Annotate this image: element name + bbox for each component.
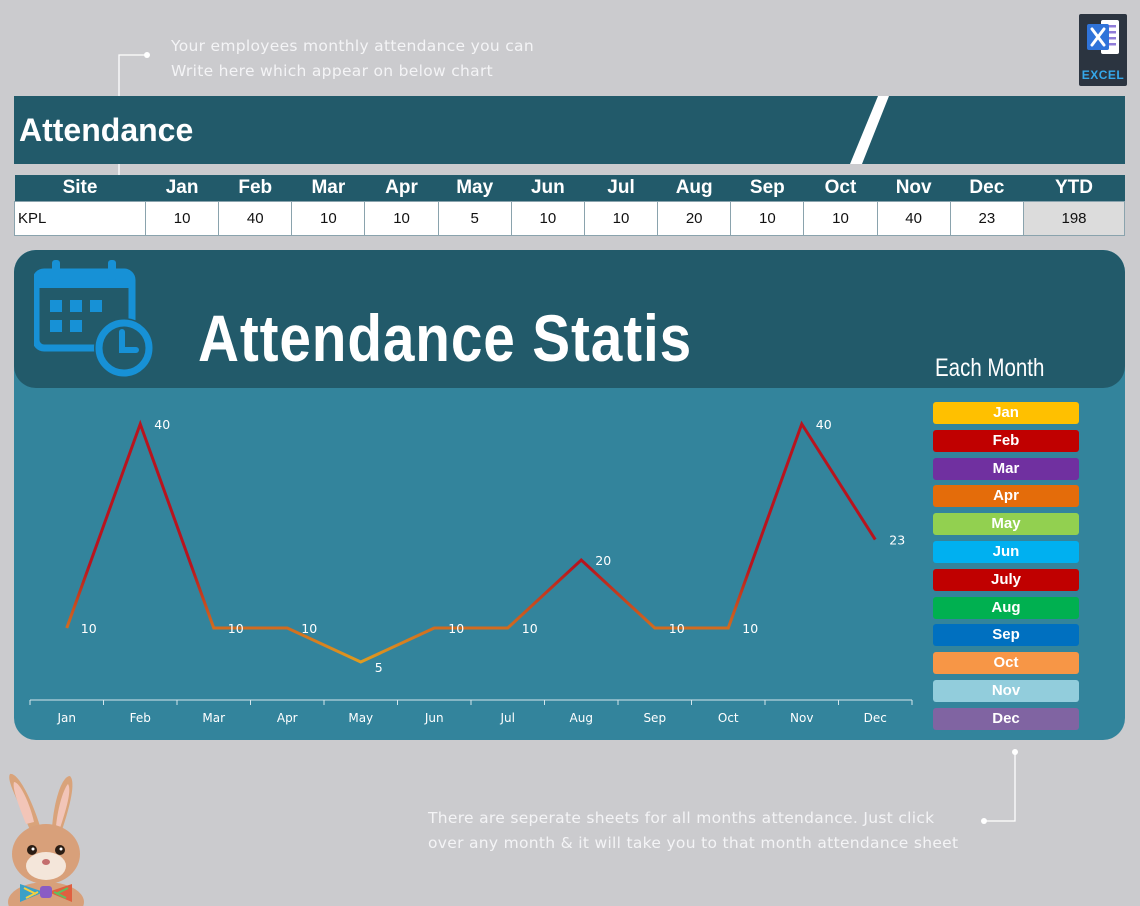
cell-dec[interactable]: 23 — [949, 200, 1025, 236]
attendance-table: Site Jan Feb Mar Apr May Jun Jul Aug Sep… — [14, 175, 1125, 236]
data-label-aug: 20 — [595, 553, 611, 568]
stats-title: Attendance Statis — [198, 301, 693, 375]
x-tick-label-dec: Dec — [864, 711, 887, 725]
col-header-apr: Apr — [364, 175, 439, 201]
bottom-callout-line1: There are seperate sheets for all months… — [428, 809, 935, 827]
x-tick-label-sep: Sep — [643, 711, 666, 725]
data-label-jul: 10 — [522, 621, 538, 636]
x-tick-label-jun: Jun — [424, 711, 444, 725]
month-button-jan[interactable]: Jan — [933, 402, 1079, 424]
col-header-jun: Jun — [511, 175, 585, 201]
table-header-row: Site Jan Feb Mar Apr May Jun Jul Aug Sep… — [14, 175, 1125, 201]
data-label-jun: 10 — [448, 621, 464, 636]
each-month-label: Each Month — [935, 354, 1045, 382]
col-header-nov: Nov — [877, 175, 951, 201]
col-header-dec: Dec — [950, 175, 1024, 201]
cell-jan[interactable]: 10 — [144, 200, 220, 236]
cell-ytd: 198 — [1023, 200, 1125, 236]
cell-mar[interactable]: 10 — [291, 200, 366, 236]
cell-aug[interactable]: 20 — [657, 200, 732, 236]
data-label-dec: 23 — [889, 533, 905, 548]
month-button-apr[interactable]: Apr — [933, 485, 1079, 508]
data-label-may: 5 — [375, 660, 383, 675]
month-button-sep[interactable]: Sep — [933, 624, 1079, 647]
cell-may[interactable]: 5 — [437, 200, 512, 236]
top-callout-line2: Write here which appear on below chart — [171, 62, 493, 80]
col-header-site: Site — [14, 175, 146, 201]
data-label-jan: 10 — [81, 621, 97, 636]
col-header-mar: Mar — [291, 175, 365, 201]
x-tick-label-mar: Mar — [202, 711, 225, 725]
col-header-aug: Aug — [657, 175, 731, 201]
col-header-jul: Jul — [584, 175, 658, 201]
data-label-nov: 40 — [816, 417, 832, 432]
month-button-nov[interactable]: Nov — [933, 679, 1079, 702]
bottom-callout: There are seperate sheets for all months… — [428, 806, 958, 856]
top-callout-line1: Your employees monthly attendance you ca… — [171, 37, 534, 55]
x-tick-label-oct: Oct — [718, 711, 739, 725]
month-button-may[interactable]: May — [933, 513, 1079, 536]
slash-decoration — [850, 96, 889, 164]
data-label-sep: 10 — [669, 621, 685, 636]
excel-label: EXCEL — [1081, 68, 1125, 82]
cell-sep[interactable]: 10 — [730, 200, 805, 236]
month-button-dec[interactable]: Dec — [933, 707, 1079, 730]
col-header-feb: Feb — [218, 175, 292, 201]
bunny-illustration — [8, 773, 84, 906]
data-label-feb: 40 — [154, 417, 170, 432]
col-header-oct: Oct — [803, 175, 878, 201]
month-button-aug[interactable]: Aug — [933, 596, 1079, 619]
table-row: KPL 10 40 10 10 5 10 10 20 10 10 40 23 1… — [14, 200, 1125, 236]
cell-feb[interactable]: 40 — [218, 200, 293, 236]
stats-banner: Attendance Statis — [14, 250, 1125, 388]
data-label-mar: 10 — [228, 621, 244, 636]
data-label-apr: 10 — [301, 621, 317, 636]
cell-jun[interactable]: 10 — [510, 200, 585, 236]
cell-oct[interactable]: 10 — [803, 200, 878, 236]
x-tick-label-may: May — [348, 711, 373, 725]
x-tick-label-jan: Jan — [57, 711, 77, 725]
site-cell[interactable]: KPL — [14, 200, 146, 236]
col-header-sep: Sep — [730, 175, 804, 201]
month-button-oct[interactable]: Oct — [933, 652, 1079, 675]
month-button-july[interactable]: July — [933, 568, 1079, 591]
cell-jul[interactable]: 10 — [583, 200, 659, 236]
x-tick-label-aug: Aug — [570, 711, 593, 725]
bottom-callout-leader — [981, 749, 1018, 824]
bottom-callout-line2: over any month & it will take you to tha… — [428, 834, 959, 852]
excel-icon — [1087, 20, 1119, 54]
attendance-line-chart: Jan Feb Mar Apr May Jun Jul Aug Sep Oct Nov Dec 10 4… — [29, 417, 913, 725]
attendance-series-line — [65, 419, 877, 664]
data-label-oct: 10 — [742, 621, 758, 636]
month-button-feb[interactable]: Feb — [933, 429, 1079, 452]
excel-badge: EXCEL — [1079, 14, 1127, 86]
top-callout: Your employees monthly attendance you ca… — [171, 34, 534, 84]
col-header-jan: Jan — [145, 175, 219, 201]
cell-apr[interactable]: 10 — [364, 200, 439, 236]
cell-nov[interactable]: 40 — [876, 200, 951, 236]
x-tick-label-apr: Apr — [277, 711, 298, 725]
calendar-clock-icon — [34, 260, 154, 378]
x-tick-label-feb: Feb — [130, 711, 151, 725]
col-header-may: May — [438, 175, 512, 201]
attendance-title: Attendance — [19, 112, 194, 148]
month-button-jun[interactable]: Jun — [933, 540, 1079, 563]
attendance-header: Attendance — [14, 96, 1125, 164]
col-header-ytd: YTD — [1023, 175, 1125, 201]
month-button-mar[interactable]: Mar — [933, 457, 1079, 480]
x-tick-label-nov: Nov — [790, 711, 813, 725]
month-buttons: Jan Feb Mar Apr May Jun July Aug Sep Oct Nov Dec — [933, 402, 1080, 736]
x-tick-label-jul: Jul — [500, 711, 515, 725]
